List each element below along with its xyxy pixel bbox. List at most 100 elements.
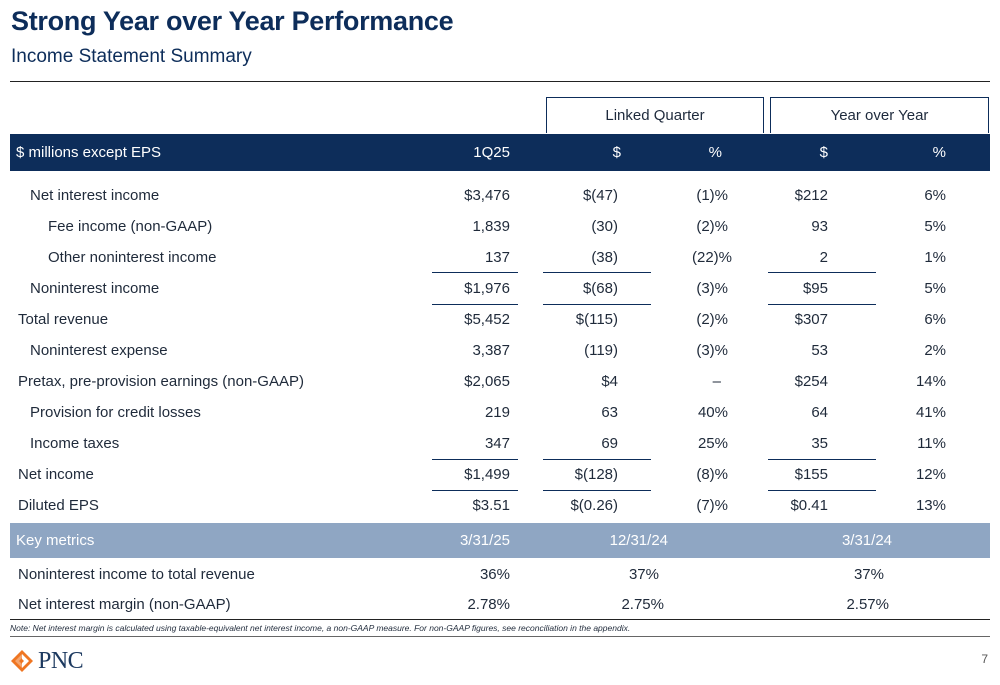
year-over-year-group-header: Year over Year: [770, 97, 989, 133]
table-row: Other noninterest income 137 (38) (22)% …: [10, 243, 990, 274]
header-yoy-percent: %: [932, 144, 946, 161]
row-label: Net interest income: [30, 187, 160, 204]
value-yoy-percent: 12%: [915, 466, 946, 483]
subtotal-underline: [768, 459, 876, 460]
value-lq-dollar: 69: [601, 435, 618, 452]
key-metrics-date: 12/31/24: [609, 532, 668, 549]
page-number: 7: [981, 652, 988, 666]
value-1q25: $3.51: [472, 497, 510, 514]
table-row: Income taxes 347 69 25% 35 11%: [10, 429, 990, 460]
value-yoy-dollar: $212: [794, 187, 828, 204]
value-1q25: 137: [484, 249, 510, 266]
subtotal-underline: [543, 490, 651, 491]
value-yoy-percent: 41%: [915, 404, 946, 421]
header-lq-percent: %: [708, 144, 722, 161]
value-yoy-dollar: $307: [794, 311, 828, 328]
row-label: Pretax, pre-provision earnings (non-GAAP…: [18, 373, 304, 390]
value-lq-dollar: $(47): [582, 187, 618, 204]
value-yoy-dollar: $95: [802, 280, 828, 297]
row-label: Income taxes: [30, 435, 120, 452]
footnote-divider: [10, 636, 990, 637]
row-label: Noninterest income: [30, 280, 160, 297]
top-divider: [10, 81, 990, 82]
table-row: Net income $1,499 $(128) (8)% $155 12%: [10, 460, 990, 491]
table-row: Provision for credit losses 219 63 40% 6…: [10, 398, 990, 429]
key-metrics-header: Key metrics 3/31/25 12/31/24 3/31/24: [10, 523, 990, 558]
subtotal-underline: [543, 304, 651, 305]
value-lq-percent: 25%: [697, 435, 728, 452]
row-label: Provision for credit losses: [30, 404, 201, 421]
value-yoy-dollar: 93: [811, 218, 828, 235]
key-metrics-value: 2.57%: [846, 596, 889, 613]
key-metrics-date: 3/31/24: [841, 532, 892, 549]
value-1q25: 219: [484, 404, 510, 421]
value-yoy-dollar: $155: [794, 466, 828, 483]
table-row: Diluted EPS $3.51 $(0.26) (7)% $0.41 13%: [10, 491, 990, 522]
value-lq-dollar: (38): [591, 249, 618, 266]
value-lq-dollar: (119): [584, 342, 618, 359]
value-1q25: 347: [484, 435, 510, 452]
key-metrics-value: 37%: [853, 566, 884, 583]
header-lq-dollar: $: [612, 144, 621, 161]
value-lq-percent: 40%: [697, 404, 728, 421]
value-yoy-percent: 13%: [915, 497, 946, 514]
linked-quarter-group-header: Linked Quarter: [546, 97, 764, 133]
value-lq-dollar: 63: [601, 404, 618, 421]
value-lq-percent: –: [712, 373, 721, 390]
value-1q25: $3,476: [464, 187, 510, 204]
pnc-logo-icon: [11, 650, 33, 672]
table-row: Noninterest expense 3,387 (119) (3)% 53 …: [10, 336, 990, 367]
header-1q25: 1Q25: [473, 144, 510, 161]
value-yoy-dollar: $254: [794, 373, 828, 390]
subtotal-underline: [543, 272, 651, 273]
value-lq-dollar: $4: [601, 373, 618, 390]
value-yoy-dollar: 2: [819, 249, 828, 266]
pnc-logo-text: PNC: [38, 647, 84, 674]
row-label: Total revenue: [18, 311, 109, 328]
value-1q25: $1,499: [464, 466, 510, 483]
value-lq-percent: (22)%: [691, 249, 732, 266]
value-yoy-percent: 14%: [915, 373, 946, 390]
key-metrics-value: 37%: [628, 566, 659, 583]
key-metrics-label: Key metrics: [16, 532, 95, 549]
value-yoy-percent: 1%: [924, 249, 946, 266]
value-yoy-percent: 6%: [924, 187, 946, 204]
value-lq-percent: (2)%: [696, 311, 728, 328]
footnote: Note: Net interest margin is calculated …: [10, 623, 631, 633]
subtotal-underline: [432, 459, 518, 460]
value-lq-dollar: $(0.26): [570, 497, 618, 514]
key-metrics-row-label: Noninterest income to total revenue: [18, 566, 255, 583]
value-yoy-percent: 2%: [924, 342, 946, 359]
header-label: $ millions except EPS: [16, 144, 162, 161]
value-lq-dollar: $(68): [582, 280, 618, 297]
key-metrics-row-label: Net interest margin (non-GAAP): [18, 596, 231, 613]
subtotal-underline: [768, 272, 876, 273]
key-metrics-row: Net interest margin (non-GAAP) 2.78% 2.7…: [10, 590, 990, 620]
value-yoy-percent: 5%: [924, 280, 946, 297]
table-row: Pretax, pre-provision earnings (non-GAAP…: [10, 367, 990, 398]
row-label: Diluted EPS: [18, 497, 99, 514]
value-yoy-percent: 11%: [917, 435, 946, 452]
key-metrics-value: 2.78%: [467, 596, 510, 613]
value-lq-percent: (3)%: [696, 342, 728, 359]
value-lq-percent: (2)%: [696, 218, 728, 235]
bottom-divider: [10, 619, 990, 620]
value-lq-dollar: (30): [591, 218, 618, 235]
subtotal-underline: [432, 304, 518, 305]
key-metrics-row: Noninterest income to total revenue 36% …: [10, 560, 990, 590]
value-1q25: $2,065: [464, 373, 510, 390]
value-yoy-dollar: 64: [811, 404, 828, 421]
row-label: Fee income (non-GAAP): [48, 218, 213, 235]
page-subtitle: Income Statement Summary: [11, 46, 252, 67]
value-1q25: $5,452: [464, 311, 510, 328]
page-title: Strong Year over Year Performance: [11, 6, 454, 36]
table-row: Total revenue $5,452 $(115) (2)% $307 6%: [10, 305, 990, 336]
subtotal-underline: [432, 272, 518, 273]
value-1q25: $1,976: [464, 280, 510, 297]
subtotal-underline: [768, 490, 876, 491]
value-lq-percent: (1)%: [696, 187, 728, 204]
pnc-logo: PNC: [10, 647, 84, 674]
row-label: Other noninterest income: [48, 249, 217, 266]
table-row: Noninterest income $1,976 $(68) (3)% $95…: [10, 274, 990, 305]
table-header: $ millions except EPS 1Q25 $ % $ %: [10, 134, 990, 171]
